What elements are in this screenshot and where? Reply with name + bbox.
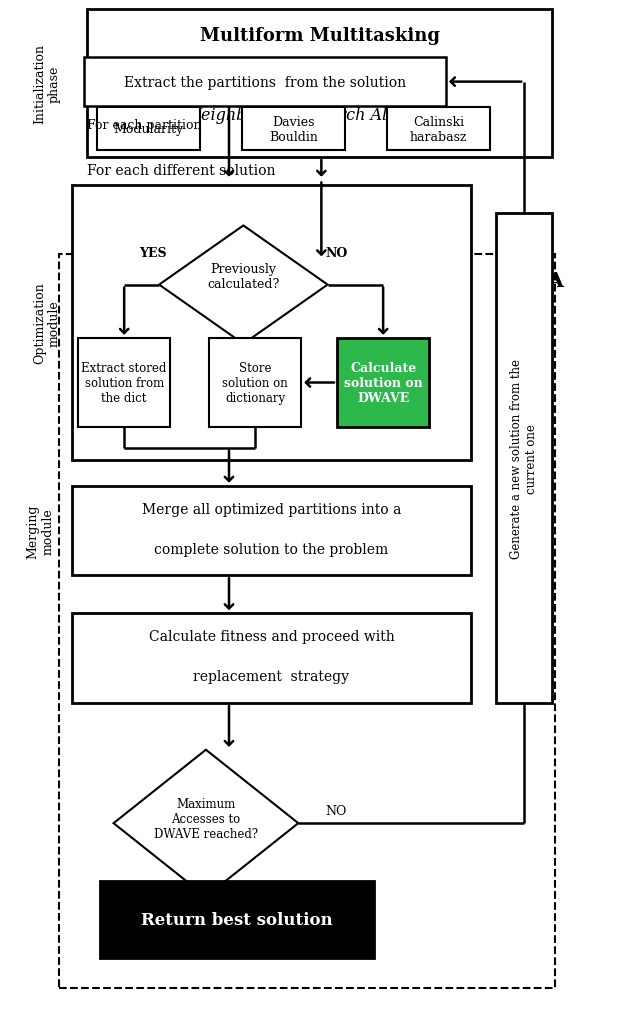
Text: Neighborhood Search Algorithm: Neighborhood Search Algorithm	[188, 107, 452, 123]
Text: replacement  strategy: replacement strategy	[193, 669, 349, 684]
Text: YES: YES	[192, 905, 220, 917]
FancyBboxPatch shape	[387, 108, 490, 151]
Text: QTA: QTA	[515, 270, 564, 290]
Text: For each different solution: For each different solution	[87, 164, 276, 178]
Text: Initialization
phase: Initialization phase	[33, 44, 61, 124]
Text: NO: NO	[325, 805, 346, 817]
Text: NO: NO	[326, 247, 348, 260]
FancyBboxPatch shape	[87, 10, 552, 158]
FancyBboxPatch shape	[496, 214, 552, 703]
Text: complete solution ​to the problem: complete solution ​to the problem	[154, 542, 389, 556]
FancyBboxPatch shape	[72, 185, 471, 461]
Text: Calculate fitness and proceed with: Calculate fitness and proceed with	[149, 630, 394, 644]
Text: Extract stored
solution from
the dict: Extract stored solution from the dict	[82, 362, 167, 405]
Text: Calculate
solution on
DWAVE: Calculate solution on DWAVE	[344, 362, 422, 405]
Text: Davies
Bouldin: Davies Bouldin	[269, 115, 318, 144]
Text: Generate a new solution from the
current one: Generate a new solution from the current…	[510, 359, 538, 558]
FancyBboxPatch shape	[78, 338, 170, 428]
FancyBboxPatch shape	[242, 108, 345, 151]
Text: Return best solution: Return best solution	[141, 911, 333, 928]
Text: Previously
calculated?: Previously calculated?	[207, 263, 280, 291]
FancyBboxPatch shape	[100, 881, 374, 958]
FancyBboxPatch shape	[84, 58, 446, 107]
Text: Multiform Multitasking: Multiform Multitasking	[200, 26, 440, 45]
FancyBboxPatch shape	[97, 108, 200, 151]
Text: For each partition: For each partition	[87, 119, 202, 131]
FancyBboxPatch shape	[337, 338, 429, 428]
Text: Calinski
harabasz: Calinski harabasz	[409, 115, 467, 144]
Text: Modularity: Modularity	[113, 123, 183, 136]
Text: Extract the partitions  from the solution: Extract the partitions from the solution	[124, 75, 406, 90]
Polygon shape	[114, 750, 298, 897]
FancyBboxPatch shape	[72, 486, 471, 576]
Text: Merge all optimized partitions into a: Merge all optimized partitions into a	[142, 502, 401, 517]
Text: Merging
module: Merging module	[27, 503, 54, 558]
Text: Coevolutionary Variable: Coevolutionary Variable	[223, 68, 417, 85]
FancyBboxPatch shape	[209, 338, 301, 428]
Text: Optimization
module: Optimization module	[33, 282, 61, 364]
Text: Store
solution on
dictionary: Store solution on dictionary	[222, 362, 288, 405]
Polygon shape	[159, 226, 328, 344]
FancyBboxPatch shape	[72, 613, 471, 703]
Text: YES: YES	[139, 247, 167, 260]
Text: Maximum
Accesses to
DWAVE reached?: Maximum Accesses to DWAVE reached?	[154, 797, 258, 840]
